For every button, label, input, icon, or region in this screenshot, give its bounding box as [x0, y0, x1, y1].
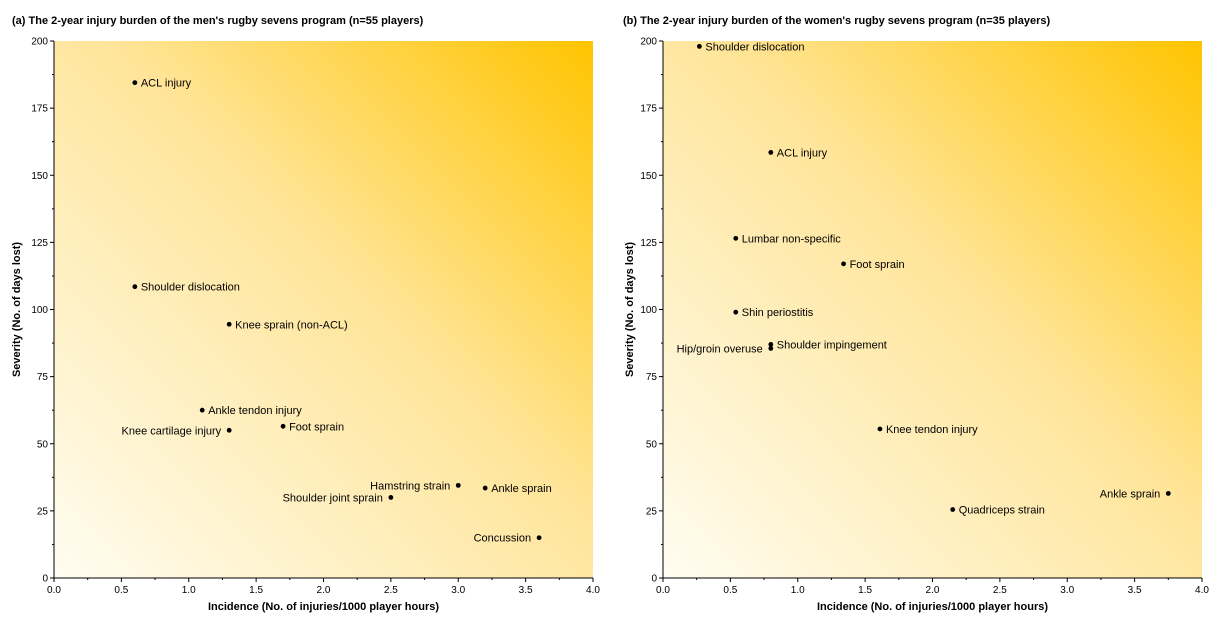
data-point [280, 423, 286, 429]
y-tick-label: 100 [31, 305, 48, 316]
point-label: Hip/groin overuse [677, 343, 763, 355]
point-label: Lumbar non-specific [742, 233, 842, 245]
x-tick-label: 0.0 [656, 585, 670, 596]
panel-women: (b) The 2-year injury burden of the wome… [614, 0, 1216, 619]
y-tick-label: 0 [651, 574, 657, 585]
x-tick-label: 3.5 [519, 585, 533, 596]
y-tick-label: 25 [37, 506, 49, 517]
data-point [768, 346, 774, 351]
x-tick-label: 4.0 [586, 585, 600, 596]
y-tick-label: 75 [646, 372, 658, 383]
x-tick-label: 1.0 [182, 585, 196, 596]
data-point [733, 235, 739, 241]
chart-title: (b) The 2-year injury burden of the wome… [623, 15, 1050, 27]
point-label: Foot sprain [850, 259, 905, 271]
point-label: Shoulder joint sprain [283, 492, 383, 504]
y-tick-label: 0 [42, 574, 48, 585]
data-point [1165, 491, 1171, 496]
point-label: ACL injury [141, 78, 192, 90]
y-tick-label: 50 [646, 439, 658, 450]
y-axis-label: Severity (No. of days lost) [11, 242, 23, 377]
point-label: Shin periostitis [742, 307, 814, 319]
point-label: Quadriceps strain [959, 505, 1045, 517]
y-tick-label: 125 [31, 238, 48, 249]
x-tick-label: 2.5 [993, 585, 1007, 596]
data-point [768, 150, 774, 155]
data-point [132, 80, 138, 86]
x-tick-label: 1.5 [249, 585, 263, 596]
x-tick-label: 1.5 [858, 585, 872, 596]
plot-area [663, 41, 1202, 578]
point-label: Hamstring strain [370, 480, 450, 492]
point-label: Ankle sprain [491, 483, 552, 495]
y-tick-label: 125 [640, 238, 657, 249]
data-point [696, 43, 702, 49]
point-label: Knee tendon injury [886, 424, 978, 436]
data-point [132, 284, 138, 290]
y-tick-label: 200 [640, 37, 657, 48]
point-label: ACL injury [777, 147, 828, 159]
chart-title: (a) The 2-year injury burden of the men'… [12, 15, 424, 27]
point-label: Ankle tendon injury [208, 405, 302, 417]
chart-women: (b) The 2-year injury burden of the wome… [623, 15, 1209, 613]
point-label: Shoulder impingement [777, 339, 887, 351]
point-label: Concussion [474, 533, 531, 545]
data-point [455, 482, 461, 488]
y-tick-label: 150 [640, 171, 657, 182]
x-tick-label: 2.0 [317, 585, 331, 596]
x-tick-label: 2.5 [384, 585, 398, 596]
x-tick-label: 3.5 [1128, 585, 1142, 596]
y-tick-label: 175 [640, 104, 657, 115]
plot-area [54, 41, 593, 578]
x-tick-label: 2.0 [926, 585, 940, 596]
point-label: Knee cartilage injury [122, 425, 222, 437]
point-label: Ankle sprain [1100, 488, 1161, 500]
chart-men: (a) The 2-year injury burden of the men'… [11, 15, 600, 613]
x-tick-label: 0.5 [114, 585, 128, 596]
data-point [877, 426, 883, 432]
data-point [841, 261, 846, 267]
x-axis-label: Incidence (No. of injuries/1000 player h… [817, 601, 1048, 613]
data-point [950, 507, 956, 512]
y-tick-label: 150 [31, 171, 48, 182]
y-tick-label: 100 [640, 305, 657, 316]
panel-men: (a) The 2-year injury burden of the men'… [0, 0, 600, 619]
y-tick-label: 50 [37, 439, 49, 450]
data-point [768, 342, 774, 347]
x-tick-label: 3.0 [451, 585, 465, 596]
data-point [536, 535, 542, 541]
data-point [388, 495, 394, 500]
y-axis-label: Severity (No. of days lost) [624, 242, 636, 377]
x-tick-label: 0.0 [47, 585, 61, 596]
point-label: Knee sprain (non-ACL) [235, 319, 348, 331]
data-point [482, 485, 488, 491]
data-point [226, 321, 232, 327]
data-point [199, 407, 205, 413]
x-tick-label: 0.5 [723, 585, 737, 596]
y-tick-label: 200 [31, 37, 48, 48]
x-tick-label: 3.0 [1060, 585, 1074, 596]
x-axis-label: Incidence (No. of injuries/1000 player h… [208, 601, 439, 613]
point-label: Shoulder dislocation [141, 282, 240, 294]
data-point [733, 309, 739, 315]
y-tick-label: 75 [37, 372, 49, 383]
point-label: Shoulder dislocation [705, 41, 804, 53]
data-point [226, 427, 232, 433]
x-tick-label: 1.0 [791, 585, 805, 596]
y-tick-label: 175 [31, 104, 48, 115]
point-label: Foot sprain [289, 421, 344, 433]
x-tick-label: 4.0 [1195, 585, 1209, 596]
y-tick-label: 25 [646, 506, 658, 517]
